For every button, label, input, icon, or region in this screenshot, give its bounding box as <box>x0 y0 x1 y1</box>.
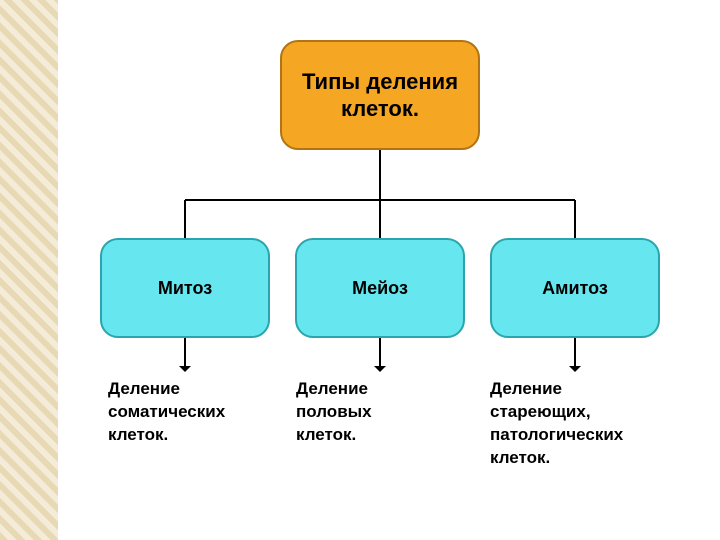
root-label: Типы деления клеток. <box>282 68 478 123</box>
child-node-0: Митоз <box>100 238 270 338</box>
child-label-1: Мейоз <box>352 278 408 299</box>
child-node-2: Амитоз <box>490 238 660 338</box>
child-node-1: Мейоз <box>295 238 465 338</box>
child-label-0: Митоз <box>158 278 212 299</box>
child-desc-1: Деление половых клеток. <box>296 378 372 447</box>
root-node: Типы деления клеток. <box>280 40 480 150</box>
sidebar-pattern <box>0 0 58 540</box>
child-label-2: Амитоз <box>542 278 608 299</box>
child-desc-2: Деление стареющих, патологических клеток… <box>490 378 623 470</box>
child-desc-0: Деление соматических клеток. <box>108 378 225 447</box>
